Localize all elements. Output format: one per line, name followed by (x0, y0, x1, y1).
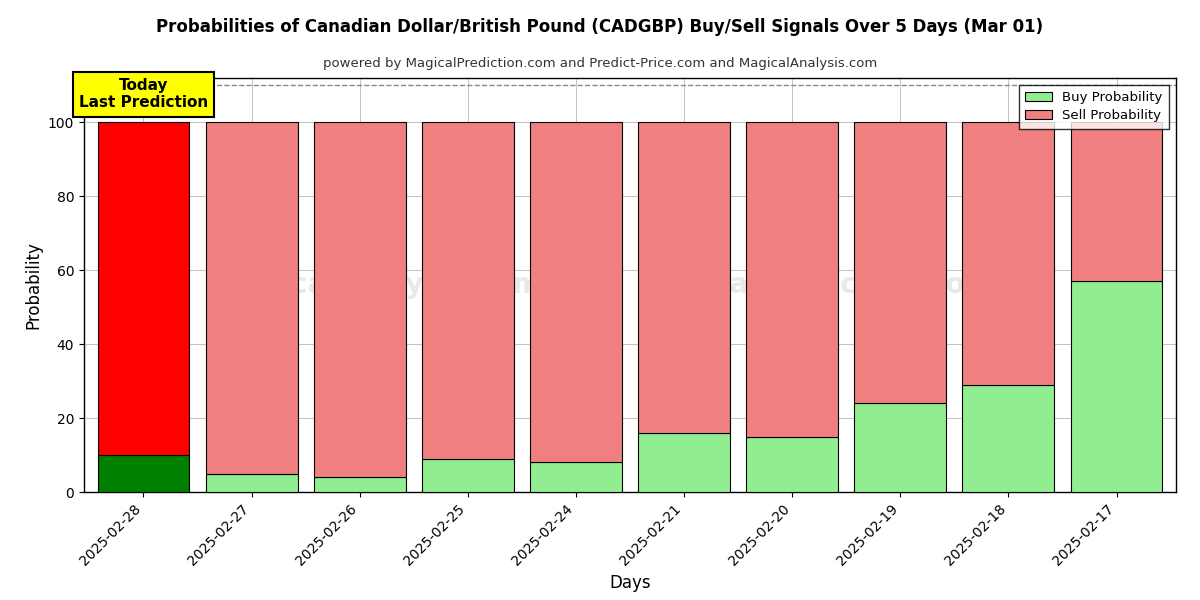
X-axis label: Days: Days (610, 574, 650, 592)
Bar (422, 122, 514, 459)
Bar (962, 122, 1055, 385)
Bar (422, 459, 514, 492)
Text: Probabilities of Canadian Dollar/British Pound (CADGBP) Buy/Sell Signals Over 5 : Probabilities of Canadian Dollar/British… (156, 18, 1044, 36)
Text: MagicalAnalysis.com: MagicalAnalysis.com (216, 271, 542, 299)
Bar (97, 122, 190, 455)
Y-axis label: Probability: Probability (24, 241, 42, 329)
Bar (530, 122, 622, 463)
Bar (638, 122, 730, 433)
Bar (97, 455, 190, 492)
Bar (854, 403, 947, 492)
Bar (746, 437, 838, 492)
Bar (1070, 122, 1163, 281)
Bar (205, 122, 298, 473)
Bar (746, 122, 838, 437)
Legend: Buy Probability, Sell Probability: Buy Probability, Sell Probability (1019, 85, 1170, 129)
Text: powered by MagicalPrediction.com and Predict-Price.com and MagicalAnalysis.com: powered by MagicalPrediction.com and Pre… (323, 57, 877, 70)
Bar (205, 473, 298, 492)
Bar (854, 122, 947, 403)
Bar (638, 433, 730, 492)
Text: Today
Last Prediction: Today Last Prediction (79, 78, 208, 110)
Bar (962, 385, 1055, 492)
Text: MagicalPrediction.com: MagicalPrediction.com (637, 271, 994, 299)
Bar (313, 477, 406, 492)
Bar (313, 122, 406, 477)
Bar (1070, 281, 1163, 492)
Bar (530, 463, 622, 492)
